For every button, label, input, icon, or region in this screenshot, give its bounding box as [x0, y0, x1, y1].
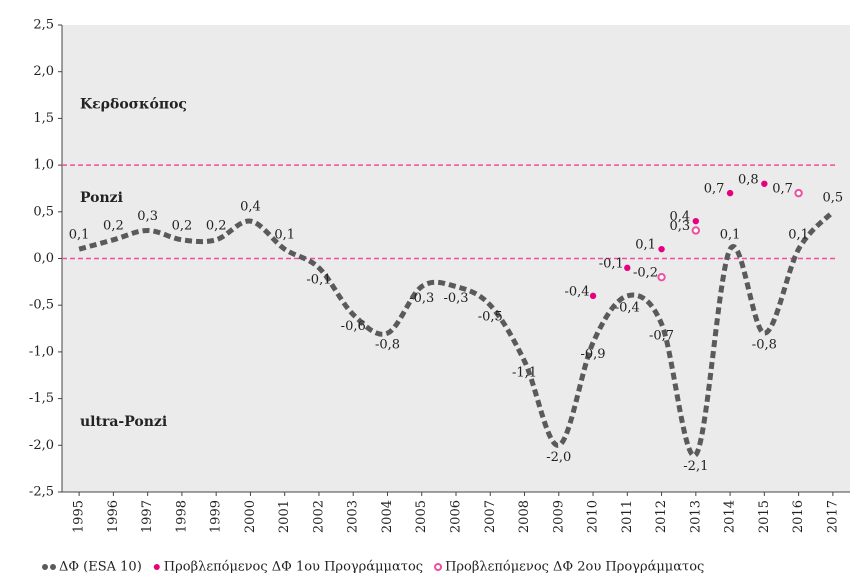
- y-tick-label: 2,5: [33, 18, 54, 33]
- series-point: [589, 292, 597, 300]
- data-label: 0,1: [720, 228, 741, 243]
- data-label: 0,8: [738, 172, 759, 187]
- x-tick-label: 2009: [551, 500, 566, 533]
- x-tick-label: 2007: [483, 500, 498, 533]
- y-tick-label: -1,5: [29, 391, 54, 406]
- x-tick-label: 2011: [620, 500, 635, 533]
- y-tick-label: 0,0: [33, 251, 54, 266]
- series-line: [78, 210, 835, 458]
- legend-marker: [153, 564, 160, 570]
- y-tick-label: 2,0: [33, 64, 54, 79]
- data-label: -0,8: [752, 338, 777, 353]
- data-label: -0,2: [633, 266, 658, 281]
- data-label: -0,4: [565, 284, 590, 299]
- data-label: -0,1: [599, 256, 624, 271]
- data-label: 0,2: [206, 218, 227, 233]
- series-point: [726, 189, 734, 197]
- y-tick-label: 1,0: [33, 158, 54, 173]
- series-point: [761, 180, 768, 187]
- data-label: 0,1: [274, 228, 295, 243]
- series-point: [691, 226, 701, 235]
- x-tick-label: 2003: [346, 500, 361, 533]
- x-tick-label: 2001: [277, 500, 292, 533]
- x-tick-label: 1996: [106, 500, 121, 533]
- data-label: -0,3: [443, 291, 468, 306]
- x-tick-label: 2013: [688, 500, 703, 533]
- legend-marker: [50, 564, 56, 570]
- x-tick-label: 2000: [243, 500, 258, 533]
- data-label: 0,1: [635, 238, 656, 253]
- data-label: 0,5: [823, 190, 844, 205]
- data-label: -0,9: [581, 347, 606, 362]
- y-tick-label: -2,0: [29, 438, 54, 453]
- data-label: -0,8: [375, 338, 400, 353]
- series-point: [794, 188, 803, 198]
- data-label: 0,3: [669, 219, 690, 234]
- y-tick-label: 1,5: [33, 111, 54, 126]
- data-label: -0,1: [306, 272, 331, 287]
- x-tick-label: 2005: [414, 500, 429, 533]
- data-label: 0,7: [772, 182, 793, 197]
- x-tick-label: 2017: [825, 500, 840, 533]
- x-tick-label: 2010: [586, 500, 601, 533]
- y-tick-label: -2,5: [29, 485, 54, 500]
- x-tick-label: 1998: [174, 500, 189, 533]
- data-label: -0,7: [649, 328, 674, 343]
- y-tick-label: 0,5: [33, 204, 54, 219]
- legend-label: ΔΦ (ESA 10): [59, 560, 142, 575]
- x-tick-label: 1995: [72, 500, 87, 533]
- x-tick-label: 2015: [757, 500, 772, 533]
- series-point: [624, 264, 631, 272]
- y-tick-label: -1,0: [29, 344, 54, 359]
- data-label: -2,1: [683, 459, 708, 474]
- legend-marker: [42, 564, 48, 570]
- data-label: -0,3: [409, 291, 434, 306]
- data-label: 0,3: [137, 209, 158, 224]
- annotation: Ponzi: [80, 190, 123, 206]
- data-label: -0,6: [341, 319, 366, 334]
- data-label: 0,7: [704, 182, 725, 197]
- data-label: 0,1: [788, 228, 809, 243]
- y-tick-label: -0,5: [29, 298, 54, 313]
- x-tick-label: 2016: [791, 500, 806, 533]
- data-label: 0,2: [172, 218, 193, 233]
- series-point: [658, 245, 665, 253]
- data-label: -2,0: [546, 450, 571, 465]
- annotation: ultra-Ponzi: [80, 414, 167, 430]
- x-tick-label: 1997: [140, 500, 155, 533]
- legend-label: Προβλεπόμενος ΔΦ 1ου Προγράμματος: [164, 560, 423, 575]
- series-point: [657, 272, 666, 282]
- x-tick-label: 2008: [517, 500, 532, 533]
- legend-marker: [434, 563, 443, 571]
- data-label: 0,4: [240, 200, 261, 215]
- x-tick-label: 1999: [209, 500, 224, 533]
- series-point: [692, 217, 700, 225]
- data-label: 0,4: [669, 210, 690, 225]
- data-label: 0,2: [103, 218, 124, 233]
- x-tick-label: 2012: [654, 500, 669, 533]
- legend-label: Προβλεπόμενος ΔΦ 2ου Προγράμματος: [445, 560, 704, 575]
- data-label: -1,1: [512, 366, 537, 381]
- x-tick-label: 2014: [723, 500, 738, 533]
- x-tick-label: 2004: [380, 500, 395, 533]
- x-tick-label: 2002: [311, 500, 326, 533]
- data-label: -0,4: [615, 300, 640, 315]
- data-label: -0,5: [478, 310, 503, 325]
- annotation: Κερδοσκόπος: [80, 96, 187, 112]
- x-tick-label: 2006: [449, 500, 464, 533]
- data-label: 0,1: [69, 228, 90, 243]
